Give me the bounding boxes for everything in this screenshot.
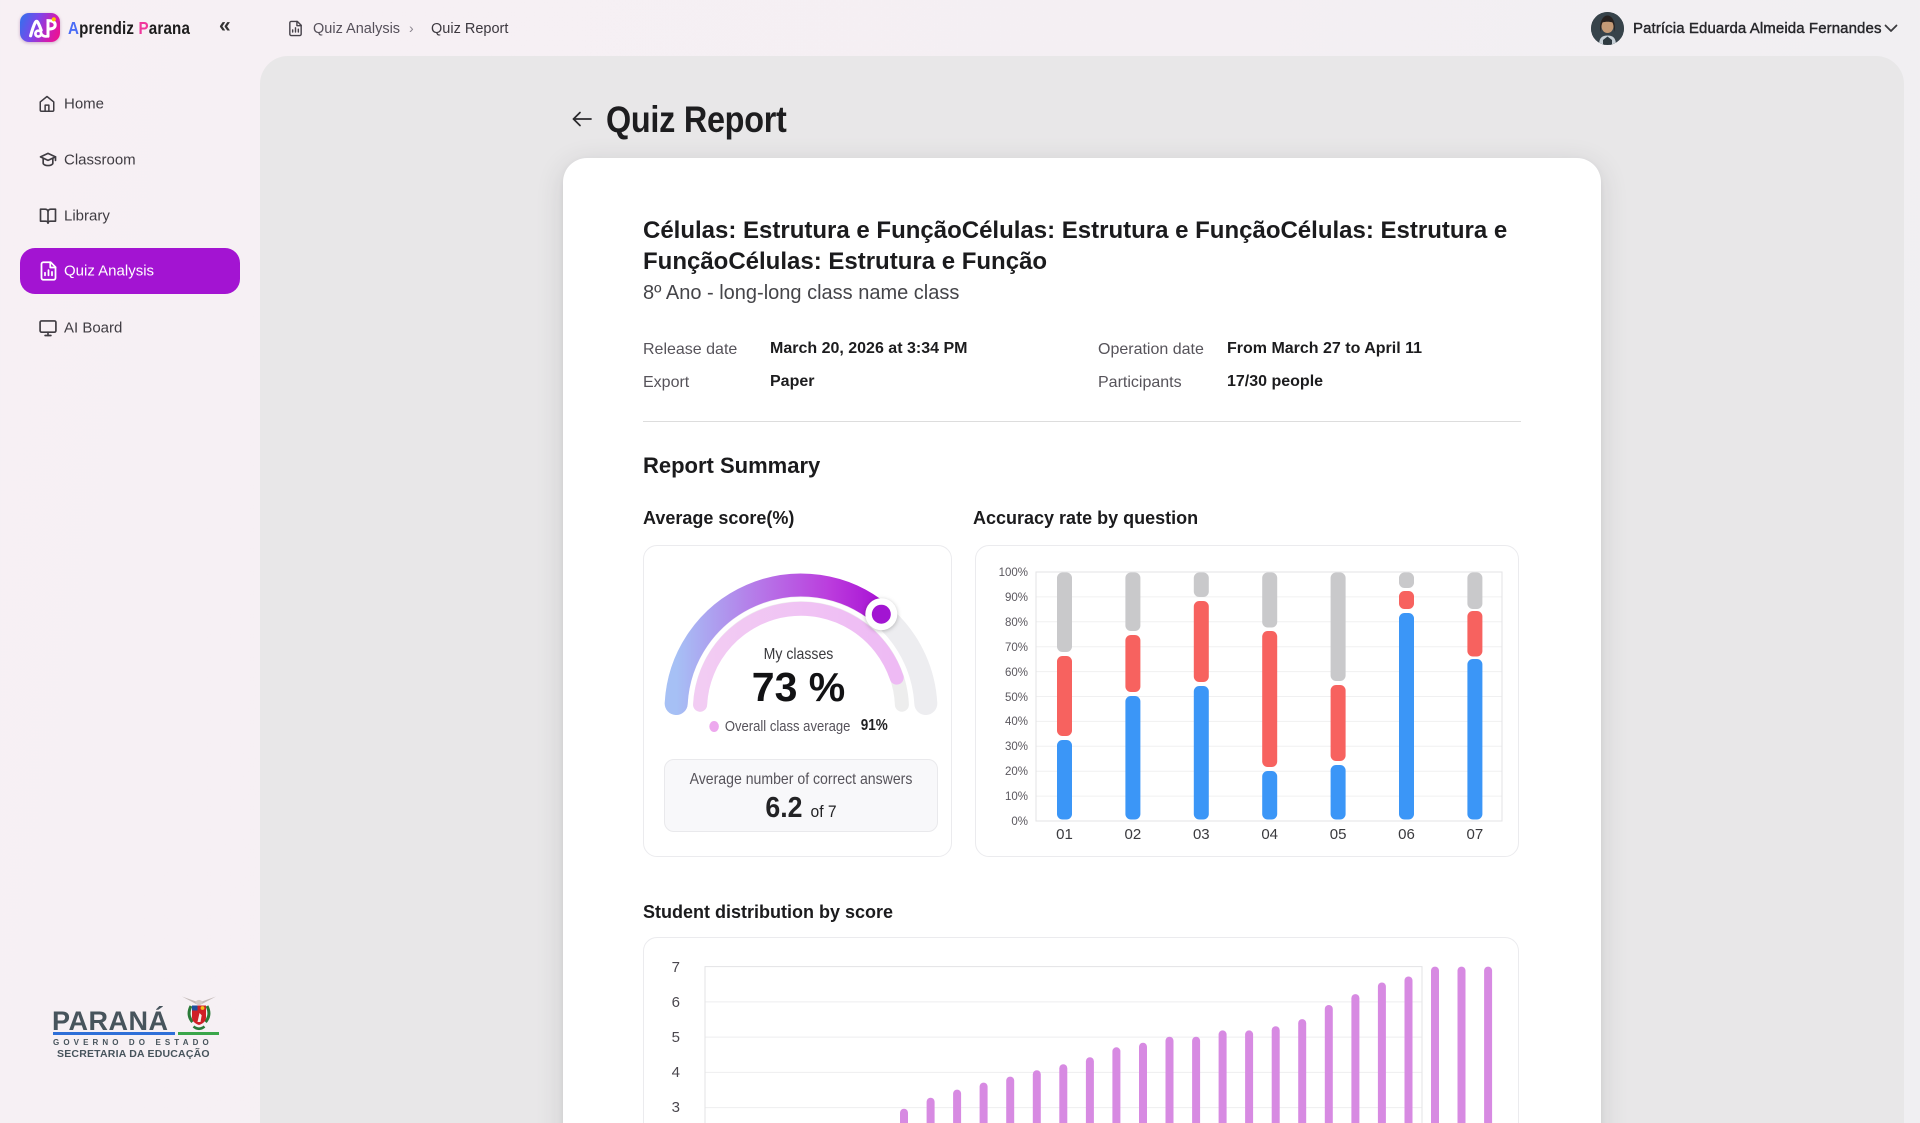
- svg-text:5: 5: [672, 1029, 680, 1046]
- svg-text:05: 05: [1330, 826, 1347, 843]
- svg-text:100%: 100%: [999, 567, 1028, 579]
- svg-text:70%: 70%: [1005, 642, 1028, 654]
- svg-text:02: 02: [1125, 826, 1142, 843]
- svg-text:90%: 90%: [1005, 592, 1028, 604]
- svg-text:0%: 0%: [1011, 816, 1028, 828]
- svg-text:50%: 50%: [1005, 692, 1028, 704]
- svg-text:03: 03: [1193, 826, 1210, 843]
- svg-text:20%: 20%: [1005, 766, 1028, 778]
- svg-text:10%: 10%: [1005, 791, 1028, 803]
- svg-text:40%: 40%: [1005, 716, 1028, 728]
- svg-text:7: 7: [672, 959, 680, 976]
- svg-text:80%: 80%: [1005, 617, 1028, 629]
- svg-text:6: 6: [672, 994, 680, 1011]
- svg-text:01: 01: [1056, 826, 1073, 843]
- svg-text:04: 04: [1261, 826, 1278, 843]
- svg-text:30%: 30%: [1005, 741, 1028, 753]
- svg-text:06: 06: [1398, 826, 1415, 843]
- svg-text:07: 07: [1467, 826, 1484, 843]
- svg-text:60%: 60%: [1005, 667, 1028, 679]
- svg-text:3: 3: [672, 1099, 680, 1116]
- svg-text:4: 4: [672, 1064, 680, 1081]
